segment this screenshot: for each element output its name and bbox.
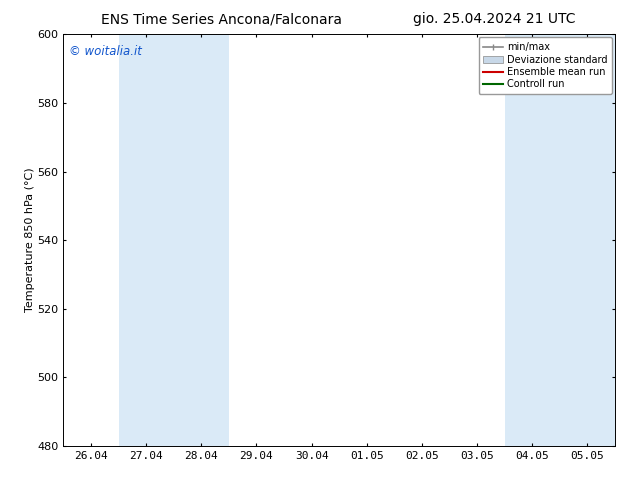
Text: © woitalia.it: © woitalia.it [69,45,142,58]
Text: gio. 25.04.2024 21 UTC: gio. 25.04.2024 21 UTC [413,12,576,26]
Legend: min/max, Deviazione standard, Ensemble mean run, Controll run: min/max, Deviazione standard, Ensemble m… [479,37,612,94]
Y-axis label: Temperature 850 hPa (°C): Temperature 850 hPa (°C) [25,168,34,313]
Bar [505,34,615,446]
Bar [119,34,229,446]
Text: ENS Time Series Ancona/Falconara: ENS Time Series Ancona/Falconara [101,12,342,26]
